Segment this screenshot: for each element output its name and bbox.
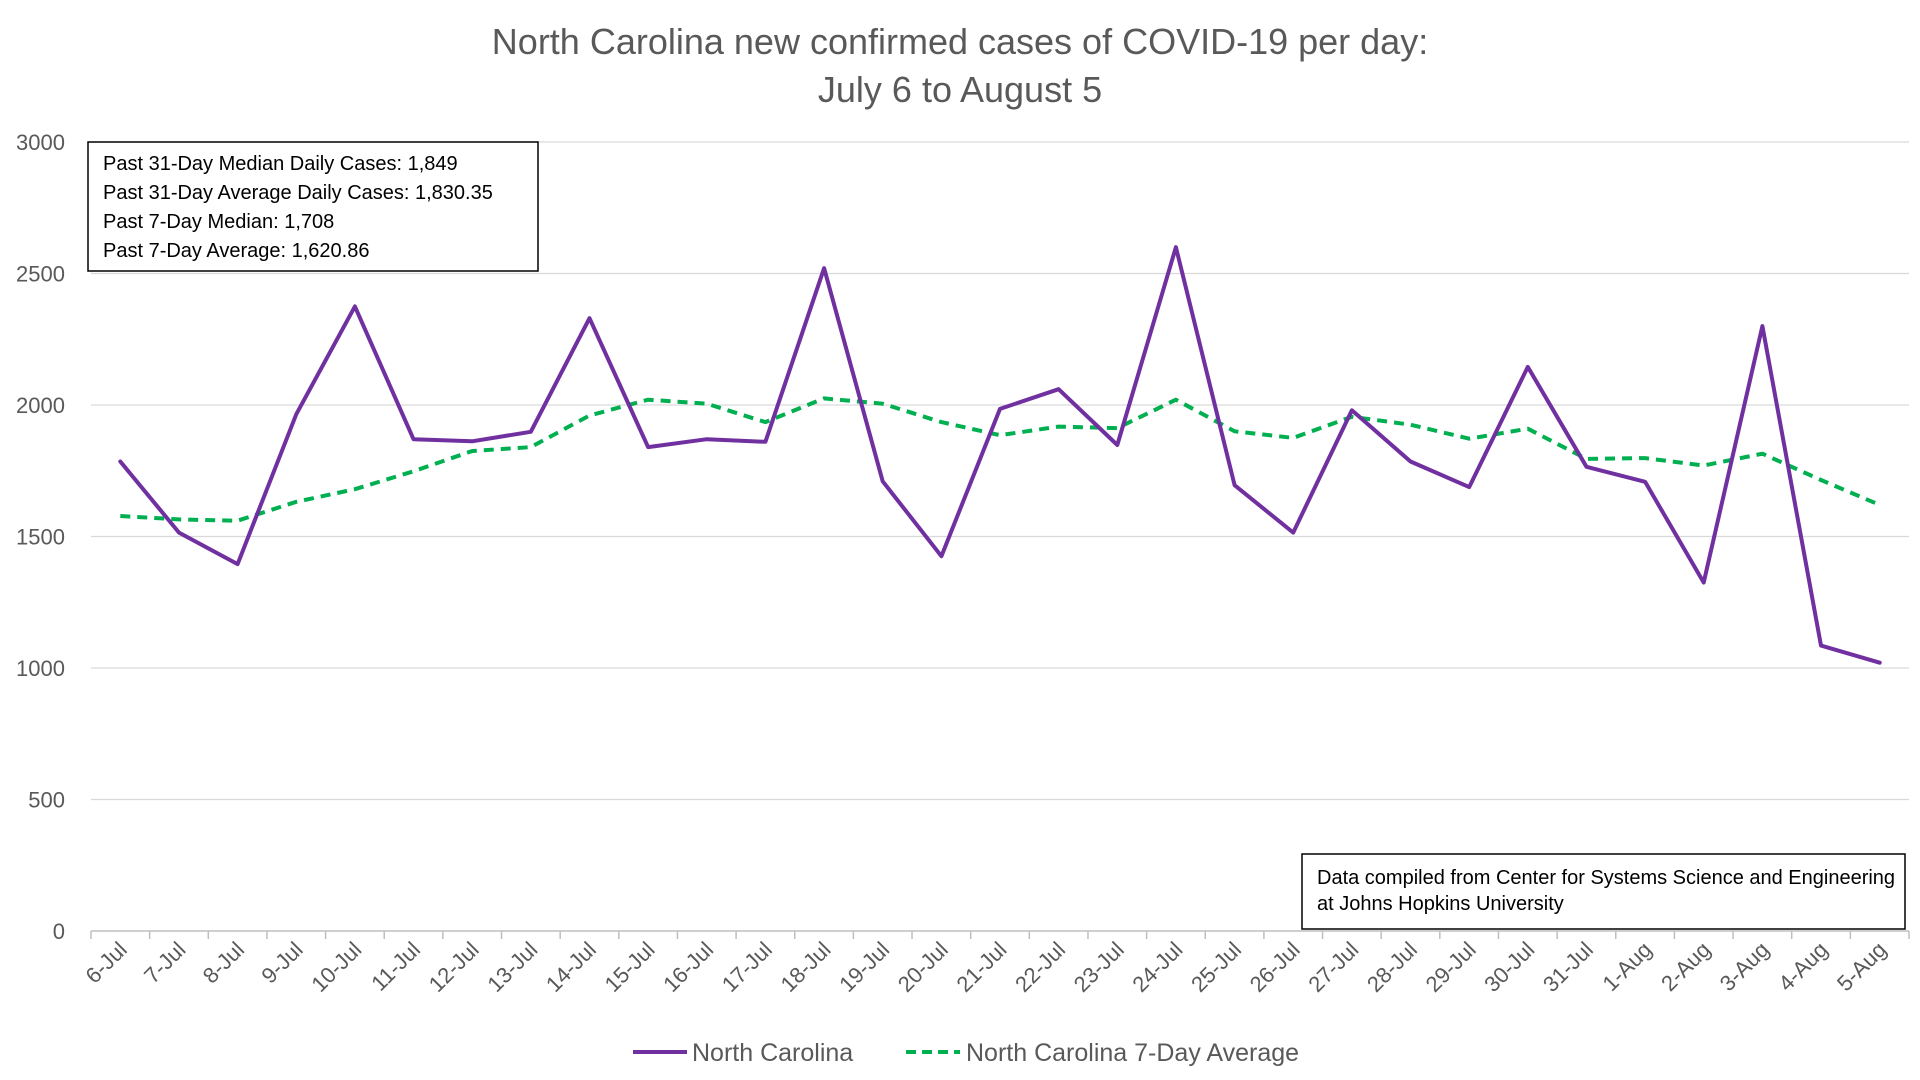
stats-annotation-box: Past 31-Day Median Daily Cases: 1,849 Pa… (87, 141, 539, 272)
x-tick-label: 30-Jul (1479, 937, 1539, 997)
x-tick-label: 20-Jul (893, 937, 953, 997)
source-line-1: Data compiled from Center for Systems Sc… (1317, 867, 1895, 889)
x-tick-label: 29-Jul (1421, 937, 1481, 997)
x-tick-label: 9-Jul (256, 937, 307, 988)
x-tick-label: 2-Aug (1656, 937, 1715, 996)
x-tick-label: 10-Jul (306, 937, 366, 997)
y-tick-label: 1500 (16, 525, 65, 550)
y-tick-label: 500 (28, 788, 65, 813)
x-tick-label: 31-Jul (1538, 937, 1598, 997)
x-tick-label: 18-Jul (776, 937, 836, 997)
x-tick-label: 23-Jul (1069, 937, 1129, 997)
y-tick-label: 2500 (16, 262, 65, 287)
x-tick-label: 11-Jul (366, 937, 425, 996)
chart-title: North Carolina new confirmed cases of CO… (492, 21, 1428, 62)
x-tick-label: 8-Jul (198, 937, 249, 988)
x-tick-label: 5-Aug (1832, 937, 1891, 996)
y-tick-label: 2000 (16, 393, 65, 418)
x-tick-label: 7-Jul (139, 937, 190, 988)
x-tick-label: 26-Jul (1245, 937, 1305, 997)
stats-line-median-31: Past 31-Day Median Daily Cases: 1,849 (103, 153, 458, 175)
series-line-7-day-average (120, 396, 1881, 523)
y-tick-label: 1000 (16, 656, 65, 681)
x-tick-label: 13-Jul (482, 937, 542, 997)
source-line-2: at Johns Hopkins University (1317, 893, 1564, 915)
source-annotation-box: Data compiled from Center for Systems Sc… (1301, 853, 1906, 930)
x-tick-label: 12-Jul (424, 937, 484, 997)
x-tick-label: 19-Jul (834, 937, 894, 997)
stats-line-median-7: Past 7-Day Median: 1,708 (103, 211, 334, 233)
y-axis-ticks: 0 500 1000 1500 2000 2500 3000 (16, 130, 65, 944)
x-tick-label: 15-Jul (600, 937, 660, 997)
x-tick-label: 17-Jul (717, 937, 777, 997)
x-tick-label: 25-Jul (1186, 937, 1246, 997)
y-tick-label: 0 (53, 919, 65, 944)
series-lines (118, 245, 1882, 665)
x-tick-label: 3-Aug (1715, 937, 1774, 996)
x-tick-label: 28-Jul (1362, 937, 1422, 997)
source-box-border (1301, 853, 1906, 930)
x-tick-label: 27-Jul (1303, 937, 1363, 997)
legend: North Carolina North Carolina 7-Day Aver… (633, 1039, 1299, 1067)
x-tick-label: 24-Jul (1127, 937, 1187, 997)
x-tick-label: 21-Jul (951, 937, 1011, 997)
x-tick-label: 16-Jul (658, 937, 718, 997)
x-tick-label: 1-Aug (1597, 937, 1656, 996)
stats-line-average-31: Past 31-Day Average Daily Cases: 1,830.3… (103, 182, 493, 204)
x-tick-label: 4-Aug (1773, 937, 1832, 996)
legend-label-north-carolina: North Carolina (692, 1039, 853, 1067)
series-line-north-carolina (118, 245, 1882, 665)
stats-line-average-7: Past 7-Day Average: 1,620.86 (103, 240, 369, 262)
x-tick-label: 22-Jul (1010, 937, 1070, 997)
chart-subtitle: July 6 to August 5 (818, 69, 1102, 110)
legend-label-7-day-average: North Carolina 7-Day Average (966, 1039, 1299, 1067)
x-tick-label: 6-Jul (80, 937, 131, 988)
y-tick-label: 3000 (16, 130, 65, 155)
x-tick-label: 14-Jul (541, 937, 601, 997)
stats-box-border (87, 141, 539, 272)
